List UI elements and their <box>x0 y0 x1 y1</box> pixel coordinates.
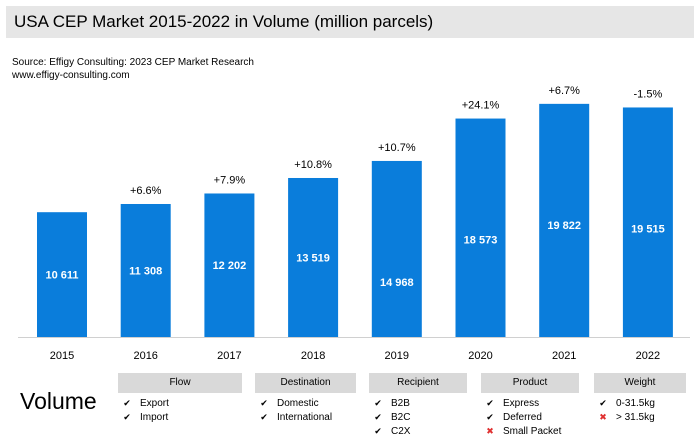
category-item: ✔ Deferred <box>483 410 579 424</box>
item-label: > 31.5kg <box>616 411 655 423</box>
x-tick-label: 2022 <box>636 350 660 362</box>
check-icon: ✔ <box>374 411 382 422</box>
x-tick-label: 2018 <box>301 350 325 362</box>
category-header: Product <box>481 373 579 393</box>
growth-label: +10.7% <box>378 142 416 154</box>
source-text: Source: Effigy Consulting: 2023 CEP Mark… <box>12 57 254 68</box>
data-label: 10 611 <box>45 270 78 282</box>
check-icon: ✔ <box>374 425 382 436</box>
data-label: 19 515 <box>631 223 665 235</box>
category-header: Flow <box>118 373 242 393</box>
category-product: Product ✔ Express ✔ Deferred ✖ Small Packet <box>481 373 579 438</box>
data-label: 12 202 <box>213 260 247 272</box>
growth-label: +24.1% <box>462 100 500 112</box>
category-weight: Weight ✔ 0-31.5kg ✖ > 31.5kg <box>594 373 686 424</box>
category-recipient: Recipient ✔ B2B ✔ B2C ✔ C2X <box>369 373 467 438</box>
growth-label: -1.5% <box>634 88 663 100</box>
bar-2017 <box>204 193 255 337</box>
category-item: ✖ > 31.5kg <box>596 410 686 424</box>
cross-icon: ✖ <box>599 411 607 422</box>
data-label: 14 968 <box>380 277 414 289</box>
item-label: International <box>277 411 333 423</box>
check-icon: ✔ <box>260 411 268 422</box>
item-label: 0-31.5kg <box>616 397 655 409</box>
category-header: Recipient <box>369 373 467 393</box>
bar-2015 <box>37 212 87 337</box>
category-header: Destination <box>255 373 356 393</box>
title-bar: USA CEP Market 2015-2022 in Volume (mill… <box>6 6 694 38</box>
check-icon: ✔ <box>123 411 131 422</box>
item-label: Deferred <box>503 411 542 423</box>
source-block: Source: Effigy Consulting: 2023 CEP Mark… <box>12 56 254 82</box>
item-label: B2B <box>391 397 410 409</box>
check-icon: ✔ <box>486 397 494 408</box>
cross-icon: ✖ <box>486 425 494 436</box>
data-label: 13 519 <box>296 252 330 264</box>
data-label: 11 308 <box>129 265 162 277</box>
x-tick-label: 2015 <box>50 350 74 362</box>
category-item: ✔ 0-31.5kg <box>596 396 686 410</box>
x-tick-label: 2016 <box>133 350 157 362</box>
check-icon: ✔ <box>123 397 131 408</box>
category-item: ✔ International <box>257 410 356 424</box>
item-label: Express <box>503 397 540 409</box>
category-item: ✔ Express <box>483 396 579 410</box>
bar-2020 <box>455 118 506 337</box>
data-label: 18 573 <box>464 235 498 247</box>
growth-label: +6.6% <box>130 185 162 197</box>
category-destination: Destination ✔ Domestic ✔ International <box>255 373 356 424</box>
bar-2022 <box>622 107 673 337</box>
category-flow: Flow ✔ Export ✔ Import <box>118 373 242 424</box>
category-item: ✖ Small Packet <box>483 424 579 438</box>
category-item: ✔ Import <box>120 410 242 424</box>
growth-label: +7.9% <box>214 174 246 186</box>
bar-chart: 10 611 2015 11 308 +6.6% 2016 12 202 +7.9% 2017… <box>18 85 690 362</box>
bar-2016 <box>120 203 171 337</box>
data-label: 19 822 <box>547 220 581 232</box>
check-icon: ✔ <box>260 397 268 408</box>
check-icon: ✔ <box>599 397 607 408</box>
x-tick-label: 2021 <box>552 350 576 362</box>
item-label: B2C <box>391 411 411 423</box>
item-label: C2X <box>391 425 411 437</box>
category-item: ✔ B2B <box>371 396 467 410</box>
category-item: ✔ Export <box>120 396 242 410</box>
bar-2018 <box>288 177 339 337</box>
item-label: Domestic <box>277 397 319 409</box>
chart-title: USA CEP Market 2015-2022 in Volume (mill… <box>14 12 434 31</box>
category-item: ✔ Domestic <box>257 396 356 410</box>
category-item: ✔ B2C <box>371 410 467 424</box>
bar-2021 <box>539 103 590 337</box>
x-tick-label: 2017 <box>217 350 241 362</box>
category-header: Weight <box>594 373 686 393</box>
check-icon: ✔ <box>374 397 382 408</box>
growth-label: +6.7% <box>548 85 580 97</box>
growth-label: +10.8% <box>294 159 332 171</box>
x-tick-label: 2019 <box>385 350 409 362</box>
item-label: Small Packet <box>503 425 562 437</box>
bar-2019 <box>371 160 422 337</box>
x-tick-label: 2020 <box>468 350 492 362</box>
category-item: ✔ C2X <box>371 424 467 438</box>
check-icon: ✔ <box>486 411 494 422</box>
item-label: Import <box>140 411 169 423</box>
source-url: www.effigy-consulting.com <box>12 70 130 81</box>
item-label: Export <box>140 397 169 409</box>
volume-label: Volume <box>20 388 97 414</box>
